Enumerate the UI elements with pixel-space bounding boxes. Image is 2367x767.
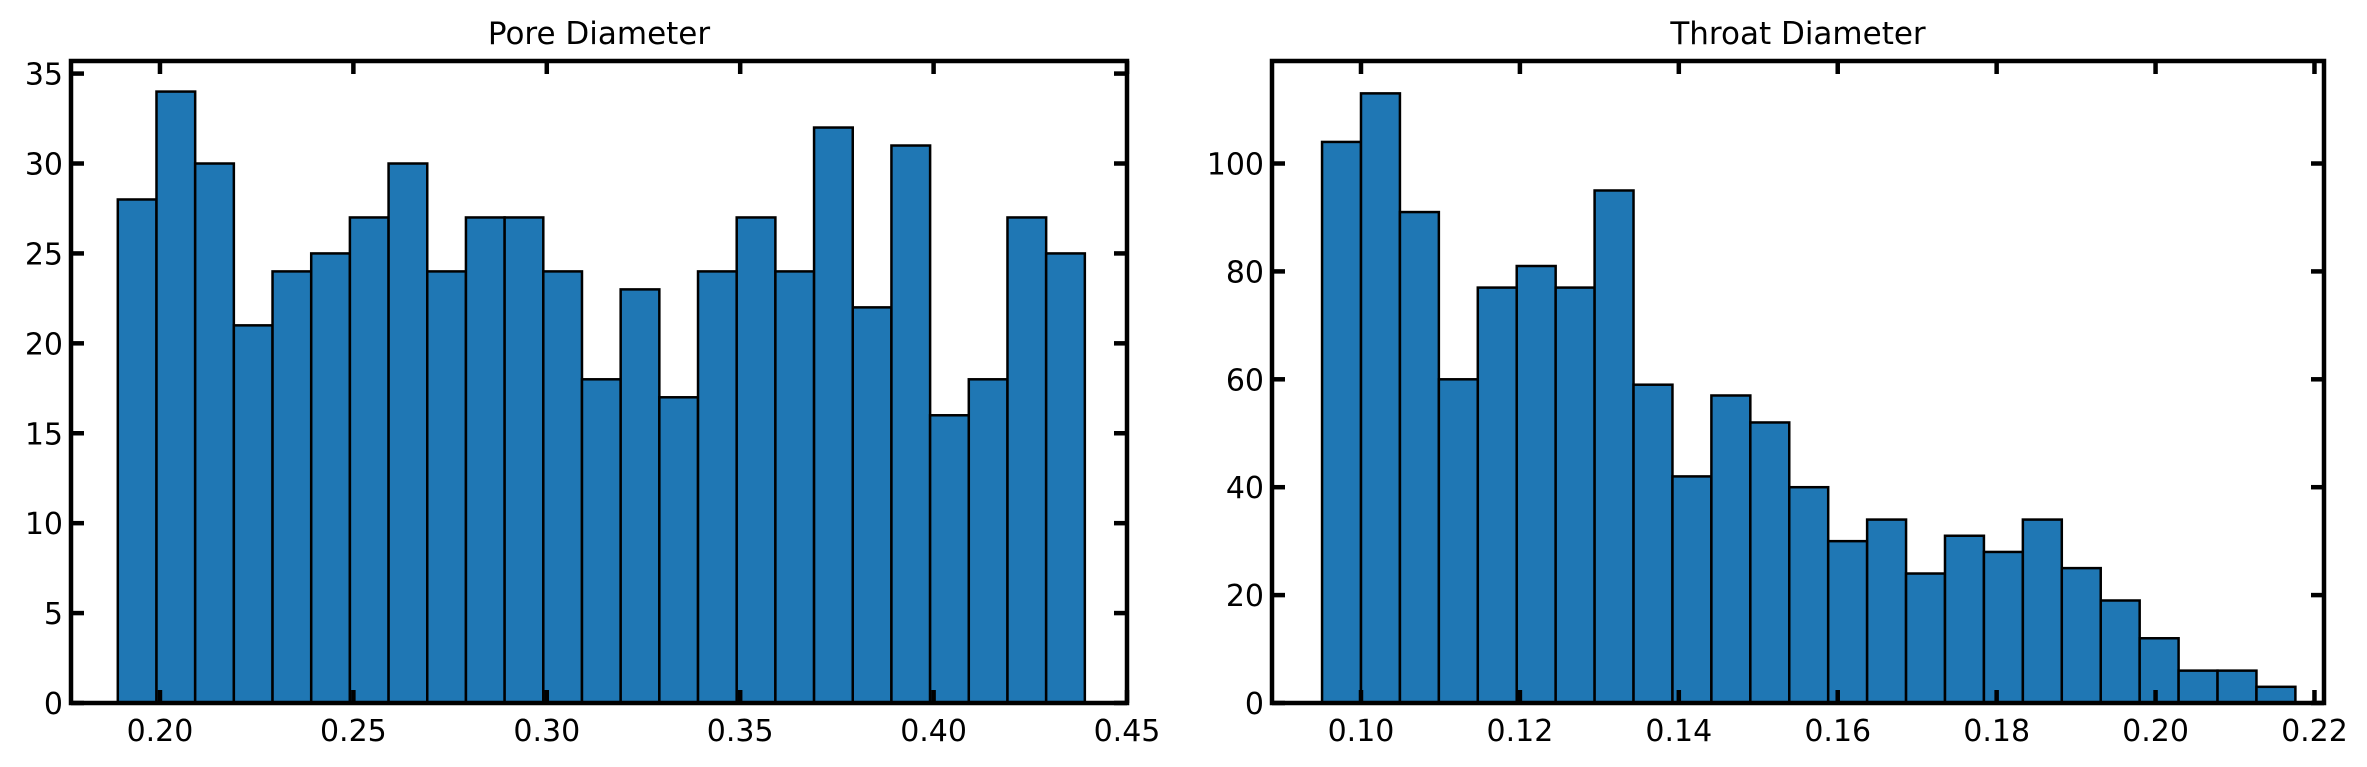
histogram-bar	[2099, 599, 2141, 705]
histogram-bar	[232, 324, 274, 705]
histogram-bar	[1710, 394, 1752, 705]
x-tick-label: 0.16	[1804, 714, 1871, 749]
histogram-bar	[2060, 566, 2102, 705]
histogram-bar	[426, 270, 468, 705]
x-tick-label: 0.20	[127, 714, 194, 749]
x-tick-label: 0.35	[707, 714, 774, 749]
y-tick-label: 40	[1226, 471, 1264, 506]
histogram-bar	[1398, 210, 1441, 705]
histogram-bar	[1865, 518, 1908, 705]
y-tick-label: 25	[25, 237, 63, 272]
histogram-bar	[1006, 216, 1048, 705]
histogram-bar	[774, 270, 816, 705]
histogram-bar	[2021, 518, 2064, 705]
histogram-bar	[2255, 685, 2297, 705]
histogram-bar	[967, 378, 1009, 705]
y-tick-label: 15	[25, 417, 63, 452]
histogram-bar	[193, 162, 236, 705]
histogram-bar	[1671, 475, 1713, 705]
histogram-bar	[928, 414, 971, 705]
x-tick-label: 0.25	[320, 714, 387, 749]
plot-frame	[1269, 58, 2327, 706]
histogram-bar	[2216, 669, 2258, 705]
x-tick-label: 0.14	[1645, 714, 1712, 749]
y-tick-label: 0	[1245, 687, 1264, 722]
histogram-bar	[1320, 140, 1363, 705]
histogram-bar	[309, 252, 352, 705]
histogram-bar	[1437, 378, 1480, 705]
y-tick-label: 80	[1226, 255, 1264, 290]
histogram-bar	[1943, 534, 1986, 705]
histogram-bar	[851, 306, 893, 705]
histogram-bar	[2177, 669, 2219, 705]
y-tick-label: 100	[1207, 148, 1264, 183]
histogram-bar	[658, 396, 700, 705]
histogram-bar	[542, 270, 584, 705]
x-tick-label: 0.18	[1963, 714, 2030, 749]
histogram-bar	[735, 216, 777, 705]
histogram-bar	[580, 378, 622, 705]
histogram-bar	[1632, 383, 1674, 705]
x-tick-label: 0.10	[1328, 714, 1395, 749]
y-tick-label: 5	[44, 597, 63, 632]
histogram-bar	[1554, 286, 1596, 705]
y-tick-label: 20	[1226, 579, 1264, 614]
histogram-bar	[1982, 550, 2025, 705]
histogram-bar	[1359, 92, 1402, 705]
y-tick-label: 30	[25, 148, 63, 183]
histogram-bar	[1826, 539, 1869, 705]
y-tick-label: 10	[25, 507, 63, 542]
x-tick-label: 0.22	[2281, 714, 2348, 749]
y-tick-label: 0	[44, 687, 63, 722]
histogram-bar	[1476, 286, 1518, 705]
x-tick-label: 0.45	[1094, 714, 1161, 749]
y-tick-label: 60	[1226, 363, 1264, 398]
histogram-bar	[1515, 264, 1557, 705]
y-tick-label: 20	[25, 327, 63, 362]
histogram-bar	[464, 216, 506, 705]
chart-title: Throat Diameter	[1669, 16, 1926, 52]
x-tick-label: 0.12	[1487, 714, 1554, 749]
histogram-bar	[890, 144, 932, 705]
histogram-bar	[812, 126, 854, 705]
histogram-bar	[1904, 572, 1947, 705]
histogram-bar	[348, 216, 390, 705]
chart-title: Pore Diameter	[488, 16, 711, 52]
x-tick-label: 0.40	[900, 714, 967, 749]
histogram-bar	[619, 288, 661, 705]
histogram-bar	[1593, 189, 1635, 705]
histogram-bar	[1749, 421, 1791, 705]
histogram-bar	[155, 90, 197, 705]
histogram-bar	[387, 162, 429, 705]
histogram-bar	[503, 216, 545, 705]
throat-diameter-histogram: Throat Diameter 0.10 0.12 0.14 0.16 0.18 0.20…	[1207, 16, 2348, 749]
histogram-bar	[116, 198, 158, 705]
histogram-bar	[271, 270, 313, 705]
histogram-bar	[696, 270, 738, 705]
x-tick-label: 0.30	[513, 714, 580, 749]
y-tick-label: 35	[25, 58, 63, 93]
x-tick-label: 0.20	[2122, 714, 2189, 749]
histogram-bar	[1788, 485, 1830, 705]
histogram-bar	[2138, 637, 2180, 705]
histogram-bar	[1044, 252, 1087, 705]
plot-frame	[68, 58, 1130, 706]
pore-diameter-histogram: Pore Diameter 0.20 0.25 0.30 0.35 0.40 0.45 0 5…	[25, 16, 1161, 749]
